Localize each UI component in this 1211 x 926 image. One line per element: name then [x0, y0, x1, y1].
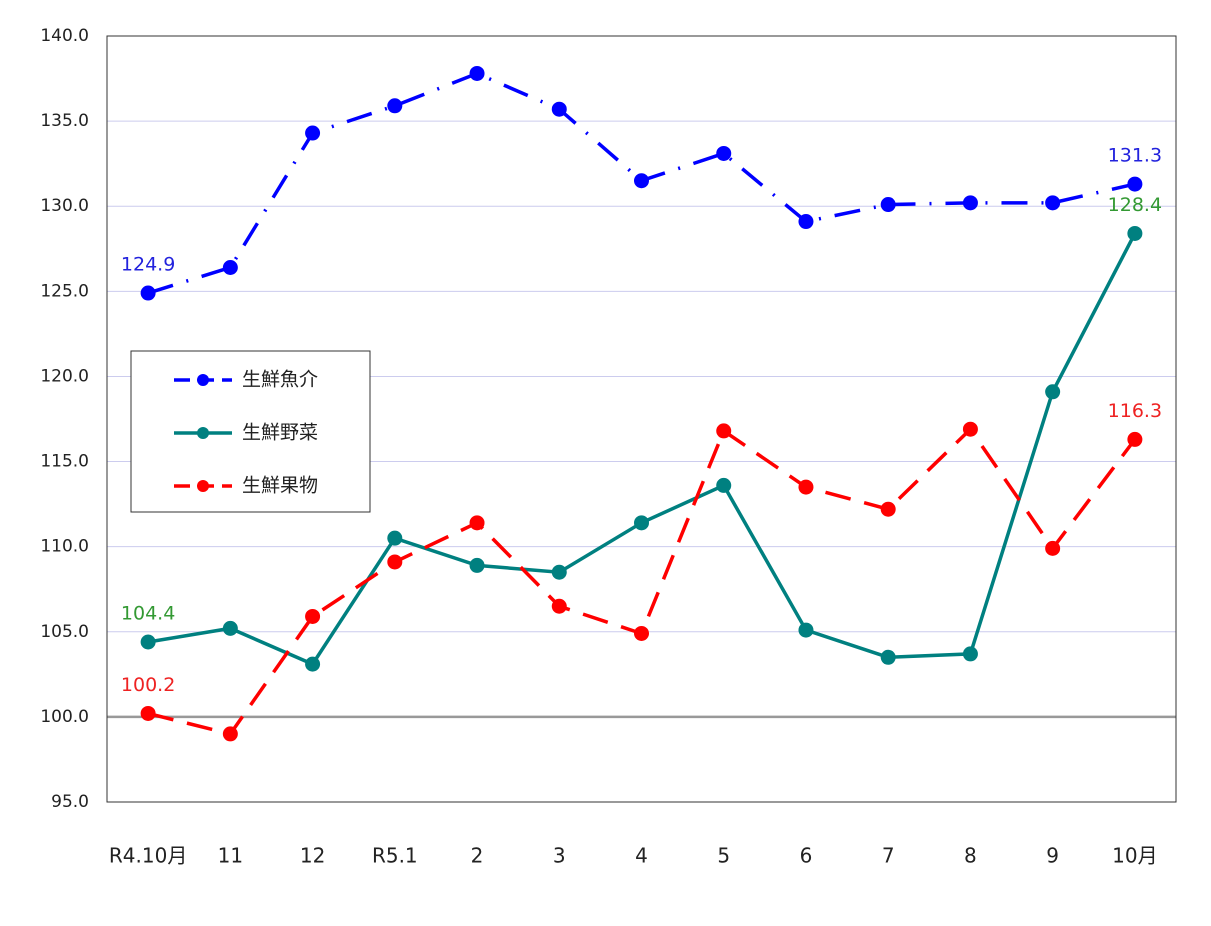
- x-tick-label: 12: [300, 844, 325, 868]
- data-point: [222, 726, 238, 742]
- x-tick-label: 4: [635, 844, 648, 868]
- data-point: [551, 101, 567, 117]
- data-point: [880, 501, 896, 517]
- data-point: [1045, 540, 1061, 556]
- x-tick-label: 6: [800, 844, 813, 868]
- data-point: [962, 195, 978, 211]
- y-tick-label: 135.0: [40, 111, 89, 131]
- y-tick-label: 105.0: [40, 622, 89, 642]
- data-point: [305, 125, 321, 141]
- data-point: [469, 65, 485, 81]
- data-point: [798, 622, 814, 638]
- data-point: [305, 656, 321, 672]
- data-point: [1045, 195, 1061, 211]
- data-point: [140, 285, 156, 301]
- legend-label: 生鮮魚介: [242, 369, 318, 391]
- data-point: [880, 197, 896, 213]
- data-point: [634, 173, 649, 189]
- y-tick-label: 100.0: [40, 707, 89, 727]
- data-point: [469, 557, 485, 573]
- data-point: [1045, 384, 1061, 400]
- legend-label: 生鮮野菜: [242, 422, 318, 444]
- data-point: [634, 515, 649, 531]
- y-tick-label: 120.0: [40, 366, 89, 386]
- y-tick-label: 95.0: [51, 792, 89, 812]
- data-point: [716, 423, 732, 439]
- y-tick-label: 110.0: [40, 537, 89, 557]
- y-tick-label: 125.0: [40, 281, 89, 301]
- plot-frame: [106, 35, 1177, 803]
- data-point: [305, 608, 321, 624]
- legend-marker: [197, 427, 209, 439]
- x-tick-label: 2: [471, 844, 484, 868]
- data-point: [1127, 225, 1143, 241]
- data-point: [798, 214, 814, 230]
- x-tick-label: 3: [553, 844, 566, 868]
- data-point: [1127, 176, 1143, 192]
- data-point: [469, 515, 485, 531]
- x-tick-label: 7: [882, 844, 895, 868]
- x-tick-label: R4.10月: [109, 844, 187, 868]
- x-tick-label: 8: [964, 844, 977, 868]
- data-point: [387, 98, 403, 114]
- data-point: [551, 564, 567, 580]
- x-tick-label: R5.1: [372, 844, 418, 868]
- data-point: [634, 625, 649, 641]
- data-point: [716, 145, 732, 161]
- data-point: [140, 705, 156, 721]
- data-point: [140, 634, 156, 650]
- data-point: [962, 646, 978, 662]
- data-point: [880, 649, 896, 665]
- data-label: 116.3: [1108, 400, 1162, 422]
- legend-label: 生鮮果物: [242, 475, 318, 497]
- data-point: [716, 477, 732, 493]
- data-label: 128.4: [1108, 194, 1162, 216]
- data-point: [387, 554, 403, 570]
- data-point: [551, 598, 567, 614]
- x-tick-label: 9: [1046, 844, 1059, 868]
- data-label: 131.3: [1108, 145, 1162, 167]
- x-tick-label: 10月: [1112, 844, 1157, 868]
- y-tick-label: 140.0: [40, 26, 89, 46]
- legend-marker: [197, 374, 209, 386]
- legend-marker: [197, 480, 209, 492]
- y-tick-label: 115.0: [40, 452, 89, 472]
- data-label: 124.9: [121, 254, 175, 276]
- data-point: [1127, 431, 1143, 447]
- data-point: [222, 260, 238, 276]
- data-point: [798, 479, 814, 495]
- data-label: 100.2: [121, 674, 175, 696]
- data-point: [962, 421, 978, 437]
- x-tick-label: 11: [218, 844, 243, 868]
- x-tick-label: 5: [717, 844, 730, 868]
- y-tick-label: 130.0: [40, 196, 89, 216]
- data-label: 104.4: [121, 602, 175, 624]
- legend-box: [130, 350, 371, 513]
- data-point: [387, 530, 403, 546]
- data-point: [222, 620, 238, 636]
